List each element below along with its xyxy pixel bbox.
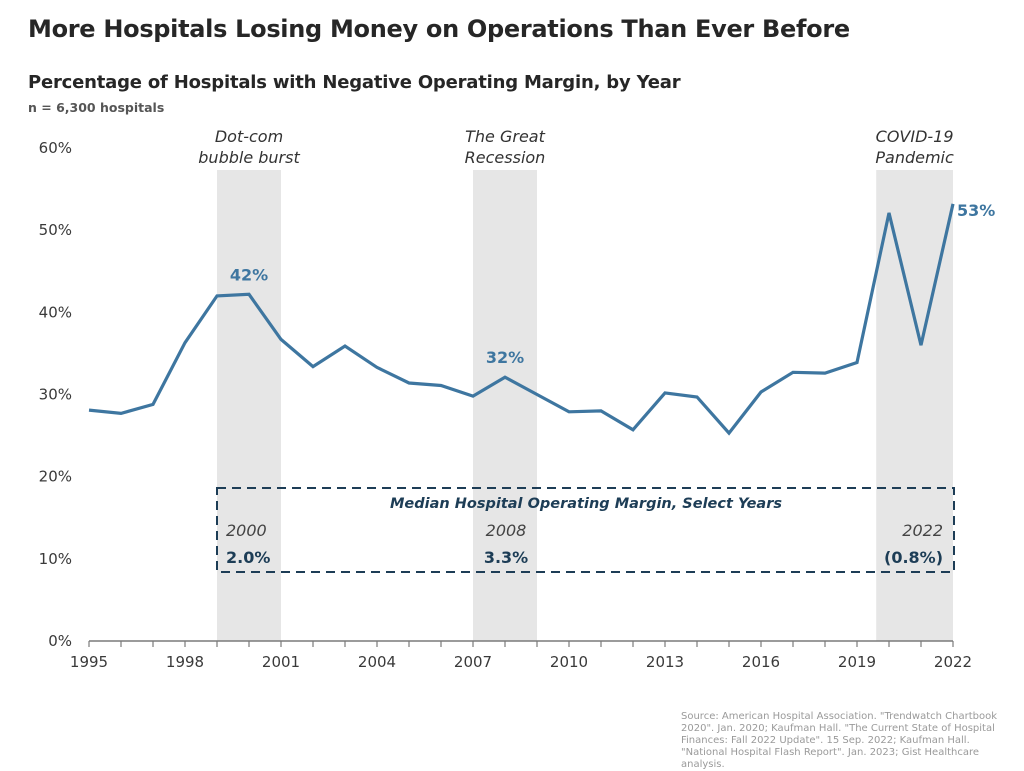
data-label: 42% (230, 265, 268, 284)
y-tick-label: 30% (39, 386, 72, 404)
x-tick-label: 2007 (454, 653, 492, 671)
y-tick-label: 10% (39, 550, 72, 568)
y-tick-label: 40% (39, 303, 72, 321)
event-label-line1: The Great (465, 127, 545, 146)
x-tick-label: 2004 (358, 653, 396, 671)
y-tick-label: 0% (48, 632, 72, 650)
median-entry-year: 2000 (226, 521, 267, 540)
source-note: Source: American Hospital Association. "… (681, 711, 1011, 771)
median-margin-box: Median Hospital Operating Margin, Select… (217, 488, 954, 572)
event-labels: Dot-com bubble burst The Great Recession COV… (198, 127, 954, 167)
data-label: 53% (957, 201, 995, 220)
x-tick-label: 2010 (550, 653, 588, 671)
x-tick-label: 2013 (646, 653, 684, 671)
x-tick-label: 2019 (838, 653, 876, 671)
data-label: 32% (486, 348, 524, 367)
event-label-line2: Recession (465, 148, 546, 167)
shaded-period (876, 170, 953, 641)
y-tick-label: 20% (39, 468, 72, 486)
x-tick-label: 1995 (70, 653, 108, 671)
event-label-line1: Dot-com (215, 127, 283, 146)
event-label-line2: Pandemic (875, 148, 954, 167)
x-tick-label: 2022 (934, 653, 972, 671)
median-entry-value: (0.8%) (884, 548, 943, 567)
x-tick-label: 1998 (166, 653, 204, 671)
median-entry-value: 2.0% (226, 548, 270, 567)
shaded-period (217, 170, 281, 641)
event-label-line2: bubble burst (198, 148, 300, 167)
median-entry-value: 3.3% (484, 548, 528, 567)
shaded-period (473, 170, 537, 641)
median-entry-year: 2008 (486, 521, 527, 540)
shaded-periods (217, 170, 953, 641)
median-entry-year: 2022 (902, 521, 943, 540)
x-tick-label: 2016 (742, 653, 780, 671)
y-tick-label: 50% (39, 221, 72, 239)
event-label-line1: COVID-19 (876, 127, 954, 146)
x-tick-label: 2001 (262, 653, 300, 671)
median-box-title: Median Hospital Operating Margin, Select… (390, 496, 782, 512)
y-tick-label: 60% (39, 139, 72, 157)
